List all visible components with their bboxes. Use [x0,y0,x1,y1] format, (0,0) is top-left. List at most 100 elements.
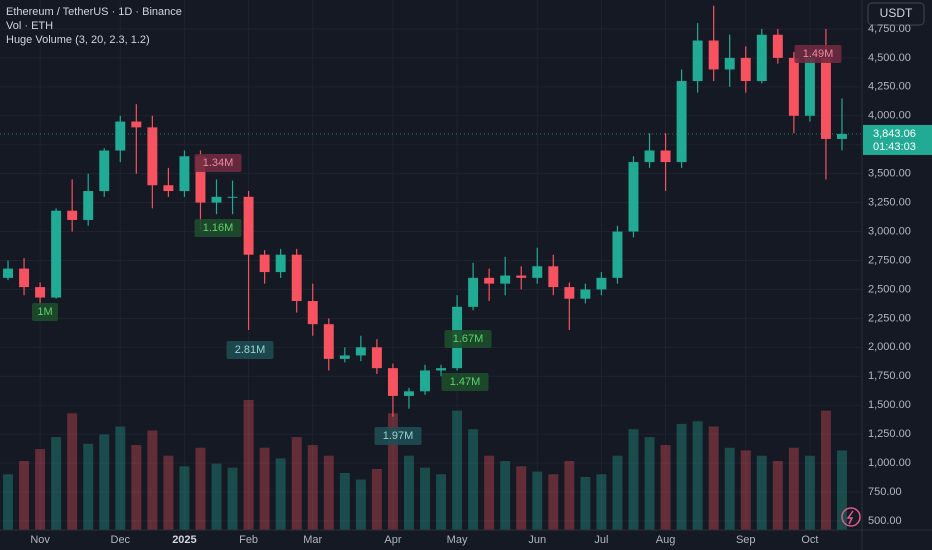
candle-body [532,266,543,278]
candle-body [19,268,30,288]
candle-body [516,275,527,278]
candle-body [756,34,767,82]
candle-body [500,275,511,284]
volume-bar [275,458,286,530]
volume-bar [355,479,366,530]
candle-body [837,133,847,139]
volume-layer [3,400,847,530]
candle-body [67,210,78,220]
volume-bar [612,455,623,530]
candle-body [740,57,751,82]
y-tick-label: 4,500.00 [868,52,911,64]
volume-bar [51,437,62,530]
volume-bar [596,474,607,530]
volume-bar [820,410,831,530]
y-tick-label: 3,000.00 [868,225,911,237]
currency-button[interactable] [867,2,925,26]
volume-annotation: 1.47M [450,376,481,388]
volume-annotation-box [194,154,242,172]
candle-body [403,391,414,396]
volume-legend: Vol · ETH [6,20,53,32]
volume-bar [772,461,783,530]
candle-body [51,210,62,298]
y-tick-label: 2,250.00 [868,312,911,324]
x-tick-label: Mar [303,534,322,546]
last-price-box [863,124,932,155]
volume-annotation: 1.34M [203,157,234,169]
candle-body [548,266,559,288]
indicator-legend: Huge Volume (3, 20, 2.3, 1.2) [6,34,150,46]
y-tick-label: 4,000.00 [868,110,911,122]
volume-bar [179,466,190,530]
y-tick-label: 750.00 [868,486,902,498]
candle-body [83,191,94,220]
x-tick-label: 2025 [172,534,196,546]
volume-annotation: 1.16M [203,222,234,234]
candle-body [612,231,623,278]
candle-body [131,121,142,128]
annotation-layer: 1M 1.34M 1.16M 2.81M 1.97M 1.47M 1.67M 1.49M [32,45,842,445]
volume-bar [19,461,30,530]
volume-bar [99,434,110,530]
candle-body [259,254,270,273]
candle-body [708,40,719,70]
volume-bar [532,471,543,530]
candle-body [420,370,430,392]
volume-bar [387,413,398,530]
candle-body [179,156,190,192]
last-price-label: 3,843.06 [873,128,916,140]
volume-annotation: 1.67M [453,333,484,345]
volume-bar [740,450,751,530]
y-tick-label: 1,500.00 [868,399,911,411]
volume-bar [756,455,767,530]
currency-label[interactable]: USDT [880,6,913,20]
volume-bar [804,455,815,530]
volume-bar [211,463,222,530]
x-tick-label: Dec [111,534,131,546]
volume-bar [259,447,270,530]
volume-bar [403,455,414,530]
volume-bar [67,413,78,530]
y-tick-label: 2,750.00 [868,254,911,266]
volume-bar [147,430,158,530]
x-tick-label: Oct [801,534,818,546]
volume-bar [420,467,430,530]
volume-bar [660,445,671,530]
candle-body [676,81,687,163]
volume-annotation: 2.81M [235,344,266,356]
y-tick-label: 1,750.00 [868,370,911,382]
candle-body [275,254,286,273]
volume-bar [371,468,382,530]
candle-body [163,185,174,192]
volume-bar [500,461,511,530]
y-tick-label: 4,750.00 [868,23,911,35]
candle-body [692,40,703,82]
candle-body [484,277,495,284]
x-tick-label: May [447,534,468,546]
candle-body [387,368,398,396]
candle-body [147,127,158,186]
candle-body [115,121,126,151]
volume-bar [628,429,639,530]
volume-bar [163,455,174,530]
volume-bar [484,455,495,530]
volume-bar [131,445,142,530]
volume-annotation-box [226,341,274,359]
volume-annotation-box [32,303,58,321]
x-tick-label: Sep [736,534,756,546]
y-tick-label: 3,250.00 [868,197,911,209]
volume-bar [564,461,575,530]
volume-bar [195,447,206,530]
volume-bar [307,445,318,530]
volume-annotation-box [441,373,489,391]
candle-body [243,196,254,255]
y-tick-label: 1,250.00 [868,428,911,440]
candle-body [660,150,671,163]
y-tick-label: 2,500.00 [868,283,911,295]
volume-bar [724,447,735,530]
flash-icon[interactable] [841,507,861,527]
volume-bar [692,421,703,530]
volume-bar [115,426,126,530]
candle-body [468,277,479,307]
